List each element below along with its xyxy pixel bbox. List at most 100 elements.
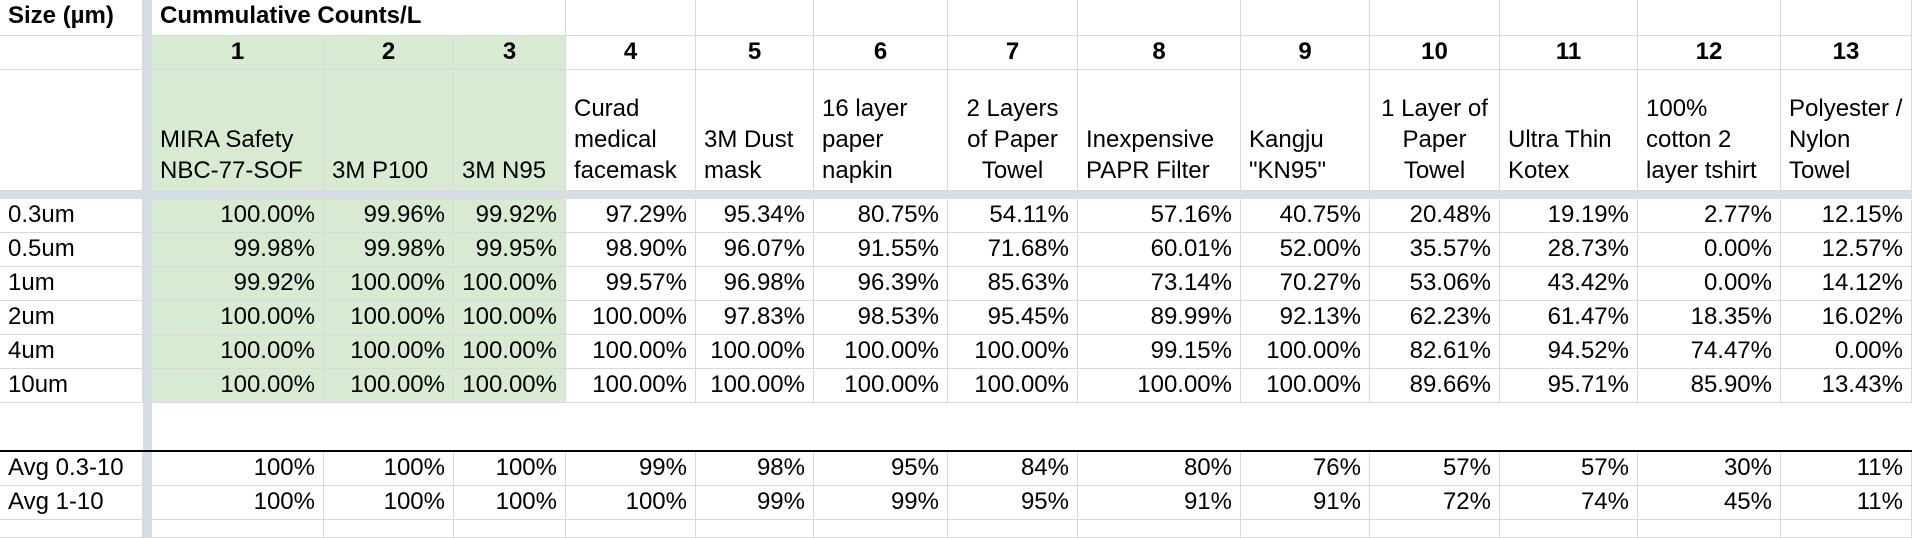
data-cell[interactable]: 53.06% [1370, 267, 1500, 301]
data-cell[interactable]: 91.55% [814, 233, 948, 267]
data-cell[interactable]: 40.75% [1241, 199, 1370, 233]
size-header[interactable]: Size (µm) [0, 0, 143, 36]
data-cell[interactable]: 99.98% [152, 233, 324, 267]
column-number[interactable]: 6 [814, 36, 948, 70]
empty-cell[interactable] [1781, 520, 1912, 538]
data-cell[interactable]: 89.66% [1370, 369, 1500, 403]
data-cell[interactable]: 13.43% [1781, 369, 1912, 403]
average-cell[interactable]: 80% [1078, 452, 1241, 486]
data-cell[interactable]: 18.35% [1638, 301, 1781, 335]
average-cell[interactable]: 95% [814, 452, 948, 486]
average-cell[interactable]: 57% [1500, 452, 1638, 486]
empty-cell[interactable] [454, 520, 566, 538]
empty-cell[interactable] [566, 520, 696, 538]
data-cell[interactable]: 97.83% [696, 301, 814, 335]
data-cell[interactable]: 100.00% [152, 335, 324, 369]
frozen-column-divider[interactable] [143, 0, 152, 538]
average-cell[interactable]: 100% [566, 486, 696, 520]
average-cell[interactable]: 74% [1500, 486, 1638, 520]
data-cell[interactable]: 82.61% [1370, 335, 1500, 369]
data-cell[interactable]: 100.00% [948, 335, 1078, 369]
average-cell[interactable]: 91% [1241, 486, 1370, 520]
data-cell[interactable]: 100.00% [152, 199, 324, 233]
data-cell[interactable]: 100.00% [814, 369, 948, 403]
column-number[interactable]: 5 [696, 36, 814, 70]
column-name[interactable]: Ultra Thin Kotex [1500, 70, 1638, 191]
data-cell[interactable]: 100.00% [696, 335, 814, 369]
data-cell[interactable]: 16.02% [1781, 301, 1912, 335]
column-number[interactable]: 1 [152, 36, 324, 70]
average-cell[interactable]: 30% [1638, 452, 1781, 486]
average-cell[interactable]: 99% [566, 452, 696, 486]
empty-cell[interactable] [696, 520, 814, 538]
column-name[interactable]: Curad medical facemask [566, 70, 696, 191]
empty-cell[interactable] [1370, 0, 1500, 36]
data-cell[interactable]: 96.39% [814, 267, 948, 301]
data-cell[interactable]: 100.00% [454, 335, 566, 369]
group-header[interactable]: Cummulative Counts/L [152, 0, 566, 36]
data-cell[interactable]: 74.47% [1638, 335, 1781, 369]
average-cell[interactable]: 57% [1370, 452, 1500, 486]
column-name[interactable]: 1 Layer of Paper Towel [1370, 70, 1500, 191]
data-cell[interactable]: 100.00% [324, 335, 454, 369]
data-cell[interactable]: 61.47% [1500, 301, 1638, 335]
empty-cell[interactable] [1781, 0, 1912, 36]
data-cell[interactable]: 100.00% [324, 301, 454, 335]
column-name[interactable]: 16 layer paper napkin [814, 70, 948, 191]
column-name[interactable]: 2 Layers of Paper Towel [948, 70, 1078, 191]
empty-cell[interactable] [948, 520, 1078, 538]
data-cell[interactable]: 100.00% [948, 369, 1078, 403]
column-name[interactable]: Inexpensive PAPR Filter [1078, 70, 1241, 191]
column-number[interactable]: 7 [948, 36, 1078, 70]
average-cell[interactable]: 45% [1638, 486, 1781, 520]
data-cell[interactable]: 98.90% [566, 233, 696, 267]
row-label[interactable]: Avg 0.3-10 [0, 452, 143, 486]
column-number[interactable]: 9 [1241, 36, 1370, 70]
data-cell[interactable]: 28.73% [1500, 233, 1638, 267]
row-label[interactable]: Avg 1-10 [0, 486, 143, 520]
empty-cell[interactable] [948, 0, 1078, 36]
average-cell[interactable]: 11% [1781, 452, 1912, 486]
data-cell[interactable]: 80.75% [814, 199, 948, 233]
average-cell[interactable]: 91% [1078, 486, 1241, 520]
frozen-row-divider[interactable] [0, 191, 1912, 199]
average-cell[interactable]: 99% [814, 486, 948, 520]
average-cell[interactable]: 100% [324, 452, 454, 486]
empty-cell[interactable] [814, 0, 948, 36]
data-cell[interactable]: 100.00% [152, 369, 324, 403]
data-cell[interactable]: 70.27% [1241, 267, 1370, 301]
data-cell[interactable]: 99.98% [324, 233, 454, 267]
data-cell[interactable]: 98.53% [814, 301, 948, 335]
data-cell[interactable]: 12.57% [1781, 233, 1912, 267]
data-cell[interactable]: 2.77% [1638, 199, 1781, 233]
data-cell[interactable]: 0.00% [1638, 267, 1781, 301]
column-number[interactable]: 4 [566, 36, 696, 70]
data-cell[interactable]: 95.34% [696, 199, 814, 233]
average-cell[interactable]: 72% [1370, 486, 1500, 520]
column-name[interactable]: Polyester / Nylon Towel [1781, 70, 1912, 191]
data-cell[interactable]: 95.71% [1500, 369, 1638, 403]
column-name[interactable]: 3M N95 [454, 70, 566, 191]
empty-cell[interactable] [1241, 0, 1370, 36]
data-cell[interactable]: 100.00% [454, 369, 566, 403]
data-cell[interactable]: 100.00% [566, 369, 696, 403]
row-label[interactable]: 10um [0, 369, 143, 403]
average-cell[interactable]: 100% [324, 486, 454, 520]
data-cell[interactable]: 96.98% [696, 267, 814, 301]
data-cell[interactable]: 85.90% [1638, 369, 1781, 403]
column-name[interactable]: 100% cotton 2 layer tshirt [1638, 70, 1781, 191]
data-cell[interactable]: 95.45% [948, 301, 1078, 335]
data-cell[interactable]: 92.13% [1241, 301, 1370, 335]
data-cell[interactable]: 20.48% [1370, 199, 1500, 233]
empty-cell[interactable] [1638, 520, 1781, 538]
empty-cell[interactable] [324, 520, 454, 538]
data-cell[interactable]: 71.68% [948, 233, 1078, 267]
empty-cell[interactable] [1078, 0, 1241, 36]
data-cell[interactable]: 100.00% [566, 335, 696, 369]
data-cell[interactable]: 100.00% [454, 301, 566, 335]
average-cell[interactable]: 100% [152, 452, 324, 486]
data-cell[interactable]: 99.95% [454, 233, 566, 267]
data-cell[interactable]: 100.00% [324, 267, 454, 301]
column-number[interactable]: 12 [1638, 36, 1781, 70]
empty-cell[interactable] [566, 0, 696, 36]
